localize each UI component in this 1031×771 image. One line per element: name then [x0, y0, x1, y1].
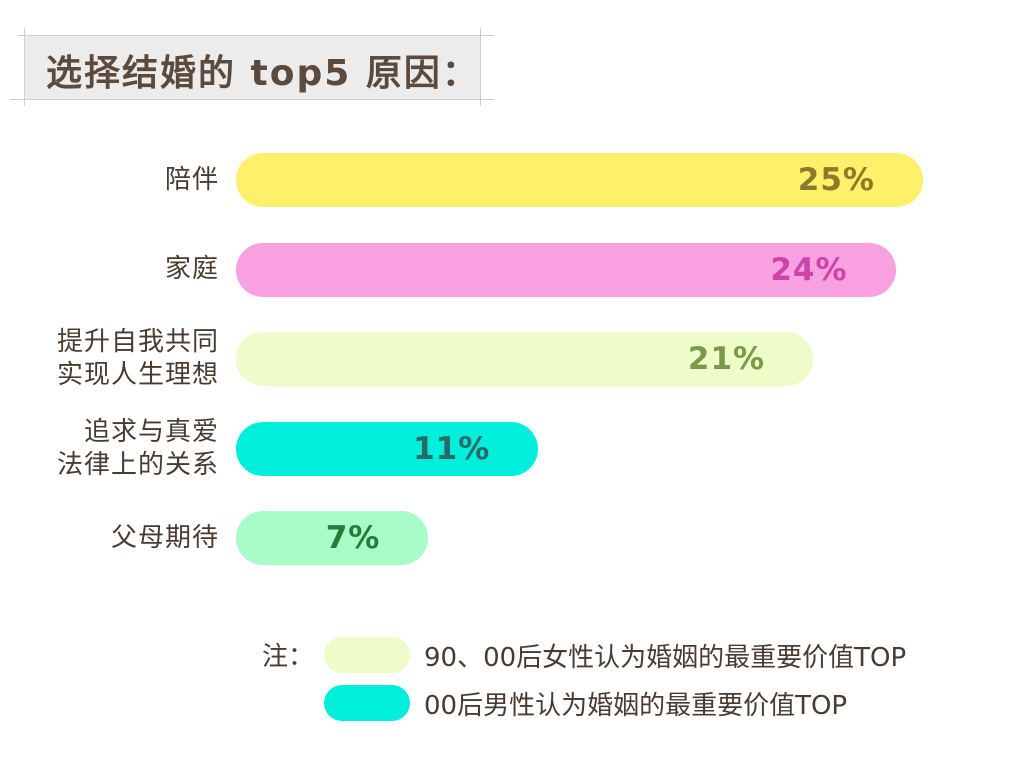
legend-swatch-male — [324, 685, 410, 721]
category-label: 追求与真爱 法律上的关系 — [19, 416, 219, 482]
bar: 11% — [236, 421, 539, 476]
category-label-line: 陪伴 — [164, 164, 219, 195]
category-label-line: 父母期待 — [110, 522, 219, 553]
bar: 21% — [236, 332, 814, 386]
legend-swatch-female — [324, 637, 410, 673]
category-label: 家庭 — [19, 253, 219, 286]
legend-note-label: 注： — [262, 642, 315, 672]
bar: 25% — [236, 153, 923, 207]
title-frame-line — [10, 99, 494, 100]
bar: 7% — [236, 511, 429, 565]
category-label-line: 实现人生理想 — [56, 360, 219, 390]
title-box — [24, 35, 480, 99]
category-label-line: 追求与真爱 — [83, 416, 219, 447]
title-frame-line — [24, 28, 25, 106]
category-label-line: 法律上的关系 — [56, 449, 219, 480]
title-frame-line — [18, 35, 494, 36]
chart-title: 选择结婚的 top5 原因： — [46, 53, 480, 94]
category-label: 陪伴 — [19, 164, 219, 197]
category-label-line: 提升自我共同 — [56, 327, 219, 357]
bar-value-label: 11% — [413, 430, 491, 467]
bar-value-label: 24% — [770, 251, 848, 288]
bar: 24% — [236, 242, 896, 297]
bar-value-label: 7% — [325, 520, 381, 556]
legend-label-male: 00后男性认为婚姻的最重要价值TOP — [424, 691, 848, 721]
category-label-line: 家庭 — [164, 254, 219, 284]
bar-value-label: 25% — [797, 162, 875, 198]
legend-label-female: 90、00后女性认为婚姻的最重要价值TOP — [424, 643, 907, 673]
category-label: 提升自我共同 实现人生理想 — [19, 326, 219, 392]
bar-value-label: 21% — [687, 341, 766, 377]
title-frame-line — [480, 28, 481, 106]
category-label: 父母期待 — [19, 522, 219, 555]
